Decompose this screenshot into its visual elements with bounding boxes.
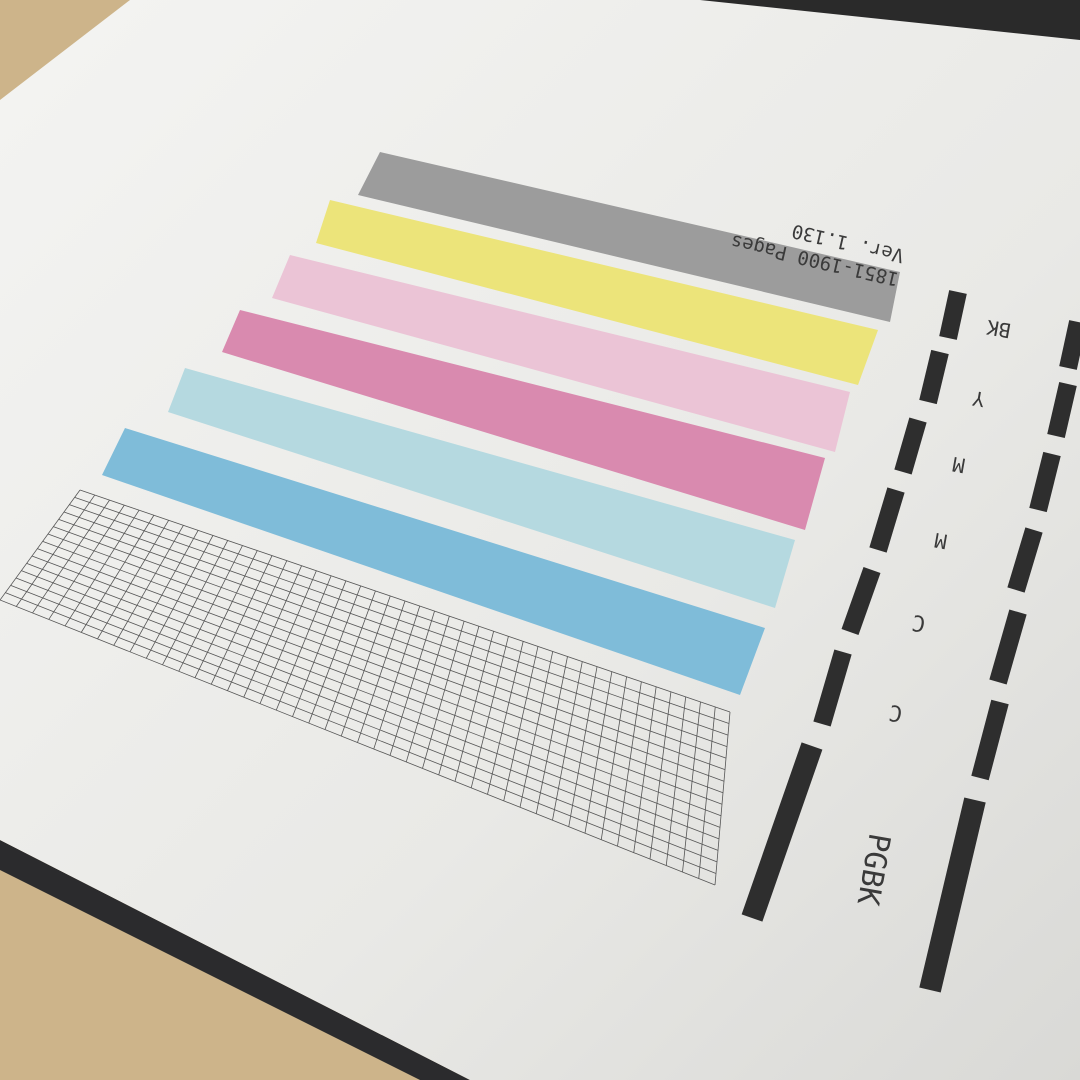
nozzle-mark bbox=[919, 349, 949, 405]
nozzle-label-y: Y bbox=[971, 386, 987, 412]
grid-line bbox=[292, 580, 347, 717]
grid-line bbox=[227, 560, 288, 691]
grid-line bbox=[32, 499, 110, 614]
grid-line bbox=[682, 701, 701, 873]
grid-line bbox=[373, 605, 421, 750]
grid-line bbox=[63, 511, 728, 747]
grid-line bbox=[53, 526, 726, 771]
grid-line bbox=[0, 599, 716, 886]
nozzle-mark bbox=[813, 649, 852, 727]
color-bar-yellow bbox=[316, 200, 878, 385]
grid-line bbox=[243, 565, 302, 698]
grid-line bbox=[80, 515, 155, 633]
grid-line bbox=[69, 504, 729, 736]
grid-line bbox=[10, 584, 718, 863]
grid-line bbox=[42, 540, 724, 794]
grid-line bbox=[275, 575, 332, 711]
grid-line bbox=[470, 636, 509, 788]
grid-pattern bbox=[0, 489, 731, 886]
grid-line bbox=[454, 631, 495, 782]
grid-line bbox=[178, 545, 243, 672]
grid-line bbox=[357, 600, 406, 743]
grid-line bbox=[308, 585, 362, 724]
grid-line bbox=[15, 577, 719, 851]
grid-line bbox=[58, 518, 727, 759]
nozzle-label-c: C bbox=[910, 609, 927, 636]
nozzle-mark bbox=[1029, 451, 1061, 513]
grid-line bbox=[665, 696, 687, 866]
grid-line bbox=[714, 711, 731, 886]
grid-line bbox=[47, 533, 725, 782]
grid-line bbox=[617, 681, 642, 847]
grid-line bbox=[21, 570, 720, 840]
nozzle-marks bbox=[741, 290, 1080, 993]
grid-line bbox=[145, 535, 214, 659]
color-bar-light-cyan bbox=[168, 368, 795, 608]
grid-line bbox=[48, 504, 125, 620]
grid-line bbox=[26, 562, 721, 828]
color-bars bbox=[102, 152, 900, 695]
grid-line bbox=[389, 610, 435, 756]
grid-line bbox=[422, 621, 465, 769]
nozzle-mark bbox=[1059, 320, 1080, 370]
nozzle-label-bk: BK bbox=[985, 315, 1013, 343]
nozzle-label-c: C bbox=[887, 699, 904, 726]
grid-line bbox=[129, 530, 199, 653]
grid-line bbox=[584, 671, 613, 834]
grid-line bbox=[649, 691, 672, 860]
color-bar-cyan bbox=[102, 428, 765, 695]
nozzle-mark bbox=[1047, 381, 1077, 439]
grid-line bbox=[340, 595, 391, 737]
nozzle-mark bbox=[1007, 527, 1043, 593]
grid-line bbox=[438, 626, 480, 775]
grid-line bbox=[259, 570, 317, 704]
color-bar-light-magenta bbox=[272, 255, 850, 452]
grid-line bbox=[97, 520, 169, 640]
nozzle-label-m: M bbox=[951, 452, 967, 478]
grid-line bbox=[405, 616, 450, 763]
nozzle-mark bbox=[894, 417, 927, 475]
grid-line bbox=[31, 555, 722, 817]
grid-line bbox=[519, 651, 554, 808]
grid-line bbox=[568, 666, 598, 827]
color-bar-gray bbox=[358, 152, 900, 322]
nozzle-mark bbox=[989, 609, 1027, 685]
grid-line bbox=[162, 540, 229, 665]
nozzle-mark bbox=[971, 699, 1009, 781]
grid-line bbox=[79, 489, 731, 713]
grid-line bbox=[535, 656, 568, 814]
grid-line bbox=[503, 646, 539, 801]
grid-line bbox=[15, 494, 96, 607]
grid-line bbox=[0, 489, 81, 601]
nozzle-mark bbox=[939, 290, 967, 340]
grid-line bbox=[698, 706, 716, 879]
nozzle-mark bbox=[919, 797, 986, 993]
grid-line bbox=[487, 641, 524, 795]
grid-line bbox=[210, 555, 273, 685]
grid-line bbox=[633, 686, 657, 853]
grid-line bbox=[37, 548, 723, 805]
grid-line bbox=[600, 676, 627, 840]
nozzle-label-m: M bbox=[933, 528, 949, 554]
nozzle-mark bbox=[841, 566, 881, 636]
grid-line bbox=[194, 550, 258, 678]
color-bar-magenta bbox=[222, 310, 825, 530]
grid-line bbox=[74, 496, 730, 724]
nozzle-mark bbox=[869, 487, 905, 553]
nozzle-mark bbox=[741, 742, 823, 922]
grid-line bbox=[5, 592, 717, 874]
grid-line bbox=[324, 590, 376, 730]
grid-line bbox=[113, 525, 184, 646]
grid-line bbox=[552, 661, 583, 821]
grid-line bbox=[64, 509, 140, 627]
